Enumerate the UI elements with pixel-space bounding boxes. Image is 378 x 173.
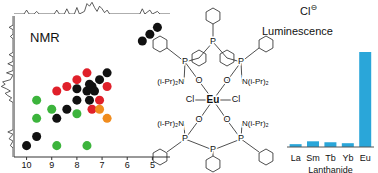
svg-text:7: 7 (100, 160, 105, 170)
svg-text:Cl: Cl (186, 94, 195, 104)
svg-text:Sm: Sm (306, 153, 320, 163)
svg-text:(i-Pr)₂N: (i-Pr)₂N (157, 77, 184, 86)
svg-text:P: P (238, 133, 244, 143)
svg-text:Lanthanide: Lanthanide (308, 165, 353, 173)
svg-text:6: 6 (125, 160, 130, 170)
svg-text:P: P (182, 133, 188, 143)
svg-text:Yb: Yb (342, 153, 353, 163)
html-text:Luminescence: Luminescence (262, 25, 333, 37)
svg-text:Cl⊖: Cl⊖ (300, 3, 317, 17)
svg-text:Eu: Eu (207, 94, 220, 105)
svg-text:O: O (223, 75, 230, 85)
svg-text:O: O (195, 114, 202, 124)
svg-text:Eu: Eu (360, 153, 370, 163)
svg-text:8: 8 (74, 160, 79, 170)
svg-text:(i-Pr)₂N: (i-Pr)₂N (157, 119, 184, 128)
svg-text:O: O (195, 75, 202, 85)
svg-text:5: 5 (150, 160, 155, 170)
svg-text:La: La (291, 153, 301, 163)
svg-text:P: P (238, 56, 244, 66)
svg-text:P: P (210, 36, 216, 46)
svg-text:N(i-Pr)₂: N(i-Pr)₂ (242, 119, 269, 128)
svg-text:P: P (182, 56, 188, 66)
svg-text:O: O (223, 114, 230, 124)
svg-text:N(i-Pr)₂: N(i-Pr)₂ (242, 77, 269, 86)
svg-text:P: P (210, 144, 216, 154)
svg-text:10: 10 (22, 160, 32, 170)
svg-text:Cl: Cl (232, 94, 241, 104)
svg-text:9: 9 (49, 160, 54, 170)
html-text:NMR: NMR (30, 30, 60, 45)
svg-text:Tb: Tb (325, 153, 336, 163)
